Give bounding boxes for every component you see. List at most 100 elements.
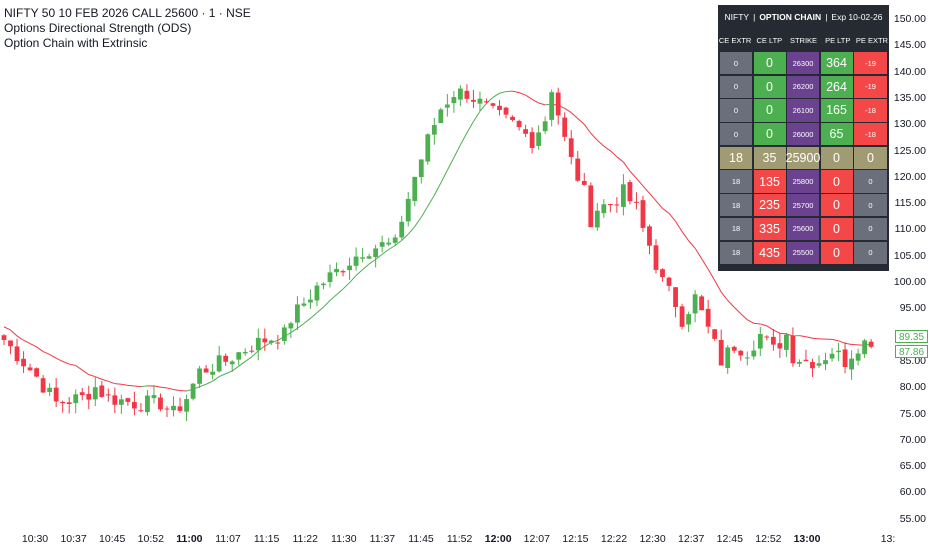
chart-legend: NIFTY 50 10 FEB 2026 CALL 25600 · 1 · NS… bbox=[4, 6, 251, 51]
candle-body bbox=[314, 285, 320, 301]
option-chain-row: 18 135 25800 0 0 bbox=[720, 170, 888, 193]
pe-ltp-cell: 0 bbox=[820, 146, 853, 169]
candle-body bbox=[829, 353, 835, 359]
candle-body bbox=[301, 303, 307, 306]
price-tick-label: 125.00 bbox=[893, 144, 926, 157]
candle-body bbox=[366, 256, 372, 259]
candle-body bbox=[203, 368, 209, 373]
ma-segment bbox=[479, 102, 487, 112]
ce-extrinsic-cell: 18 bbox=[720, 146, 752, 169]
ma-segment bbox=[655, 200, 663, 209]
ma-segment bbox=[264, 342, 272, 347]
time-tick-label: 13:00 bbox=[793, 533, 821, 545]
option-chain-rows: 0 0 26300 364 -19 0 0 26200 264 -19 0 0 26100 165 -18 0… bbox=[720, 52, 888, 265]
candle-body bbox=[666, 277, 672, 286]
ma-segment bbox=[694, 247, 703, 259]
legend-indicator-ods[interactable]: Options Directional Strength (ODS) bbox=[4, 21, 192, 35]
price-tick-label: 105.00 bbox=[893, 249, 926, 262]
time-tick-label: 11:45 bbox=[408, 533, 434, 545]
ma-segment bbox=[394, 239, 403, 246]
candle-body bbox=[229, 361, 235, 365]
legend-indicator-option-chain[interactable]: Option Chain with Extrinsic bbox=[4, 36, 148, 50]
candle-body bbox=[53, 387, 59, 402]
candle-body bbox=[464, 90, 470, 99]
ma-segment bbox=[407, 226, 416, 235]
price-tick-label: 110.00 bbox=[894, 223, 926, 236]
candle-body bbox=[210, 371, 216, 375]
legend-symbol[interactable]: NIFTY 50 10 FEB 2026 CALL 25600 · 1 · NS… bbox=[4, 6, 251, 20]
candle-body bbox=[34, 368, 39, 377]
candle-body bbox=[855, 353, 861, 361]
ma-segment bbox=[681, 231, 690, 242]
ce-extrinsic-cell: 18 bbox=[720, 170, 752, 193]
ma-segment bbox=[642, 185, 650, 194]
ma-segment bbox=[75, 365, 83, 371]
candle-body bbox=[764, 336, 770, 338]
price-tick-label: 75.00 bbox=[899, 407, 926, 420]
candle-body bbox=[40, 378, 46, 393]
price-tick-label: 65.00 bbox=[899, 460, 926, 473]
ma-segment bbox=[10, 329, 18, 337]
ma-segment bbox=[433, 182, 442, 196]
candle-body bbox=[171, 405, 176, 411]
ma-segment bbox=[336, 288, 344, 296]
candle-body bbox=[477, 98, 483, 104]
price-tick-label: 135.00 bbox=[893, 91, 926, 104]
ma-segment bbox=[564, 107, 572, 114]
candle-body bbox=[281, 327, 287, 341]
ce-ltp-cell: 235 bbox=[753, 194, 786, 217]
option-chain-column-headers: CE EXTR CE LTP STRIKE PE LTP PE EXTR bbox=[718, 29, 889, 51]
ma-segment bbox=[355, 269, 363, 276]
ce-extrinsic-cell: 18 bbox=[720, 241, 752, 264]
ma-segment bbox=[160, 386, 168, 389]
pe-ltp-cell: 264 bbox=[820, 75, 853, 98]
pe-ltp-cell: 364 bbox=[820, 52, 853, 75]
price-tick-label: 140.00 bbox=[893, 65, 926, 78]
candle-body bbox=[21, 358, 26, 367]
pe-ltp-cell: 0 bbox=[820, 170, 853, 193]
ma-segment bbox=[88, 374, 96, 378]
candle-body bbox=[699, 296, 705, 311]
ma-segment bbox=[570, 112, 579, 119]
ma-segment bbox=[596, 139, 605, 147]
candle-body bbox=[451, 97, 457, 104]
candle-body bbox=[275, 342, 281, 344]
price-tick-label: 150.00 bbox=[893, 13, 926, 25]
ma-segment bbox=[323, 300, 331, 308]
option-chain-row: 18 335 25600 0 0 bbox=[720, 217, 888, 240]
candle-body bbox=[660, 269, 665, 278]
candle-body bbox=[118, 399, 124, 405]
candle-body bbox=[484, 101, 489, 103]
ma-segment bbox=[453, 144, 461, 158]
candle-body bbox=[399, 221, 405, 238]
pe-ltp-cell: 65 bbox=[820, 123, 853, 146]
ce-extrinsic-cell: 0 bbox=[720, 75, 752, 98]
time-tick-label: 13: bbox=[880, 533, 896, 545]
candle-body bbox=[510, 116, 515, 121]
candle-body bbox=[705, 308, 711, 327]
candle-body bbox=[164, 408, 170, 410]
price-tick-label: 145.00 bbox=[893, 39, 926, 52]
ma-segment bbox=[166, 387, 174, 390]
candle-body bbox=[594, 210, 600, 228]
candle-body bbox=[581, 180, 587, 185]
pe-extrinsic-cell: 0 bbox=[854, 241, 887, 264]
candle-body bbox=[386, 242, 392, 245]
ma-segment bbox=[218, 373, 226, 378]
ce-ltp-cell: 435 bbox=[753, 241, 786, 264]
candle-body bbox=[418, 159, 424, 178]
ma-segment bbox=[812, 337, 820, 340]
ma-segment bbox=[29, 343, 37, 348]
ma-segment bbox=[401, 233, 409, 241]
price-tick-label: 95.00 bbox=[899, 302, 926, 315]
ma-segment bbox=[583, 124, 592, 134]
candle-body bbox=[679, 306, 685, 327]
col-pe-extr: PE EXTR bbox=[855, 35, 888, 45]
candle-body bbox=[862, 340, 868, 355]
pe-extrinsic-cell: -18 bbox=[854, 123, 887, 146]
ma-segment bbox=[342, 282, 350, 290]
ma-segment bbox=[121, 383, 128, 386]
candle-body bbox=[842, 349, 848, 368]
candle-body bbox=[575, 158, 581, 181]
ma-segment bbox=[329, 294, 337, 301]
